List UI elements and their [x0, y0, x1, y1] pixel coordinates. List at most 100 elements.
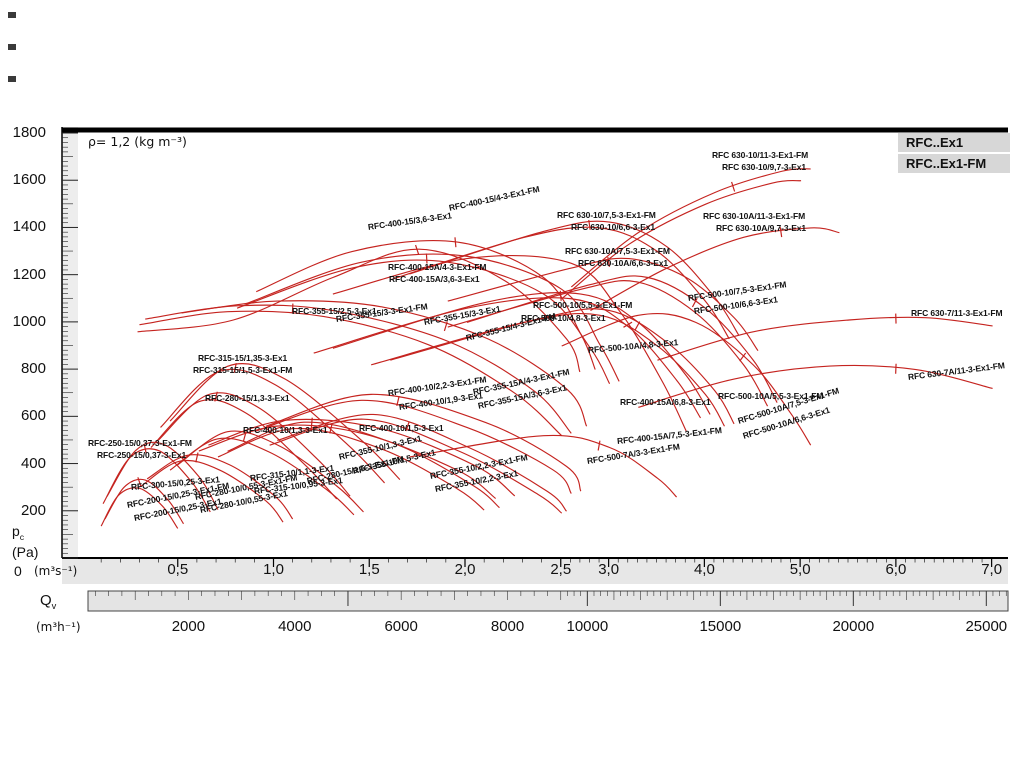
- flow-s-tick-label: 1,5: [358, 561, 380, 578]
- fan-curve-630-10a-75-fm: [447, 257, 759, 352]
- curve-mark: [559, 290, 562, 301]
- curve-mark: [329, 423, 333, 434]
- curve-label: RFC-400-10/1,3-3-Ex1: [243, 425, 328, 435]
- curve-label: RFC 630-10A/6,6-3-Ex1: [578, 258, 669, 268]
- pressure-tick-label: 200: [20, 501, 46, 519]
- curve-mark: [739, 352, 747, 362]
- fan-curve-355-15-25: [139, 310, 563, 437]
- fan-curve-630-10-97: [561, 179, 802, 300]
- fan-curve-280-15-13: [150, 399, 338, 500]
- curve-mark: [425, 253, 428, 264]
- curve-mark: [137, 477, 142, 487]
- flow-h-tick-label: 25000: [965, 618, 1008, 635]
- flow-s-tick-label: 2,5: [550, 561, 572, 578]
- fan-curve-630-10-11-fm: [570, 168, 811, 288]
- flow-axis-band: [62, 559, 1008, 584]
- fan-curve-400-10-19: [256, 399, 572, 494]
- axis-zero-label: 0: [14, 563, 22, 579]
- pressure-tick-label: 1400: [12, 218, 46, 236]
- fan-curve-400-15a-36: [236, 259, 611, 385]
- fan-curve-630-7-11-fm: [657, 316, 993, 361]
- fan-curve-355-15-4-fm: [181, 300, 588, 427]
- fan-curve-400-10-15: [208, 418, 516, 497]
- fan-curve-630-10a-11-fm: [590, 227, 840, 312]
- curve-label: RFC-500-10A/5,5-3-Ex1-FM: [718, 391, 824, 401]
- flow-h-tick-label: 2000: [171, 618, 206, 635]
- pressure-tick-label: 1600: [12, 171, 46, 189]
- curve-label: RFC 630-10/11-3-Ex1-FM: [712, 150, 809, 160]
- flow-h-tick-label: 15000: [699, 618, 742, 635]
- fan-curve-500-10-48: [313, 297, 702, 419]
- fan-curve-500-10a-55-fm: [390, 308, 735, 425]
- flow-h-tick-label: 4000: [278, 618, 312, 635]
- flow-h-tick-label: 10000: [566, 618, 609, 635]
- curve-label: RFC-400-15A/6,8-3-Ex1: [620, 397, 711, 407]
- fan-curve-630-10-66: [390, 226, 730, 340]
- curve-mark: [731, 181, 736, 192]
- curve-label: RFC-500-10/5,5-3-Ex1-FM: [533, 300, 633, 310]
- fan-curve-355-10-22: [269, 418, 563, 514]
- curve-label: RFC-400-15A/3,6-3-Ex1: [389, 274, 480, 284]
- flow-s-tick-label: 5,0: [789, 561, 811, 578]
- curve-label: RFC 630-10/6,6-3-Ex1: [571, 222, 655, 232]
- curve-label: RFC-250-15/0,37-3-Ex1-FM: [88, 438, 192, 448]
- fan-curve-315-15-15-fm: [169, 363, 401, 481]
- curve-label: RFC 630-10A/9,7-3-Ex1: [716, 223, 807, 233]
- curve-label: RFC-500-10/4,8-3-Ex1: [521, 313, 606, 323]
- flow-s-tick-label: 2,0: [454, 561, 476, 578]
- pressure-tick-label: 800: [20, 360, 46, 378]
- fan-curve-315-10-095: [169, 437, 355, 516]
- fan-curve-355-10-13: [217, 427, 485, 511]
- curve-label: RFC-315-15/1,35-3-Ex1: [198, 353, 288, 363]
- pressure-axis-title: pc (Pa): [12, 523, 39, 560]
- curve-mark: [634, 321, 641, 331]
- fan-curve-500-10-75-fm: [466, 275, 778, 403]
- curve-label: RFC-400-10/1,5-3-Ex1: [359, 423, 444, 433]
- curve-mark: [443, 321, 448, 332]
- pressure-unit: (Pa): [12, 543, 39, 560]
- fan-curve-200-15-025: [100, 487, 179, 529]
- fan-curve-400-15a-4-fm: [246, 253, 620, 382]
- curve-mark: [597, 440, 601, 451]
- fan-curve-500-10a-75-fm: [561, 312, 812, 446]
- curve-label: RFC 630-10A/11-3-Ex1-FM: [703, 211, 806, 221]
- flow-s-tick-label: 0,5: [167, 561, 189, 578]
- fan-curve-250-15-037: [102, 448, 211, 513]
- fan-curve-500-7a-3-fm: [409, 434, 678, 498]
- pressure-tick-label: 600: [20, 407, 46, 425]
- flow-unit-m3s: (m³s⁻¹): [34, 564, 78, 578]
- curve-mark: [779, 227, 783, 238]
- fan-curve-400-15-36: [137, 248, 581, 373]
- curve-label: RFC 630-7/11-3-Ex1-FM: [911, 308, 1003, 318]
- curve-label: RFC 630-10A/7,5-3-Ex1-FM: [565, 246, 670, 256]
- curve-mark: [414, 244, 420, 255]
- curve-label: RFC-315-15/1,5-3-Ex1-FM: [193, 365, 293, 375]
- flow-s-tick-label: 7,0: [981, 561, 1003, 578]
- fan-curve-500-10-66: [447, 280, 769, 407]
- flow-s-tick-label: 4,0: [693, 561, 715, 578]
- pressure-ruler-strip: [62, 127, 78, 558]
- density-annotation: ρ= 1,2 (kg m⁻³): [88, 134, 187, 149]
- pressure-tick-label: 1800: [12, 124, 46, 141]
- curve-mark: [405, 421, 410, 432]
- curve-mark: [454, 237, 457, 248]
- curve-label: RFC 630-10/9,7-3-Ex1: [722, 162, 806, 172]
- flow-h-tick-label: 8000: [490, 618, 525, 635]
- fan-curve-630-7a-11-fm: [638, 364, 993, 408]
- fan-curve-400-10-13: [198, 424, 496, 499]
- curve-label: RFC-250-15/0,37-3-Ex1: [97, 450, 187, 460]
- legend: RFC..Ex1 RFC..Ex1-FM: [898, 133, 1010, 175]
- flow-s-tick-label: 1,0: [263, 561, 284, 578]
- fan-curve-280-10-055: [141, 459, 284, 523]
- curve-mark: [691, 297, 698, 308]
- curve-label: RFC-400-15A/4-3-Ex1-FM: [388, 262, 487, 272]
- legend-item-ex1: RFC..Ex1: [898, 133, 1010, 152]
- margin-mark: [8, 76, 16, 82]
- fan-curve-315-10-11-fm: [177, 430, 364, 513]
- curve-label: RFC-280-15/1,3-3-Ex1: [205, 393, 290, 403]
- fan-curve-500-10a-48: [371, 312, 725, 427]
- fan-curve-400-10-22-fm: [265, 393, 582, 492]
- curve-mark: [623, 321, 633, 328]
